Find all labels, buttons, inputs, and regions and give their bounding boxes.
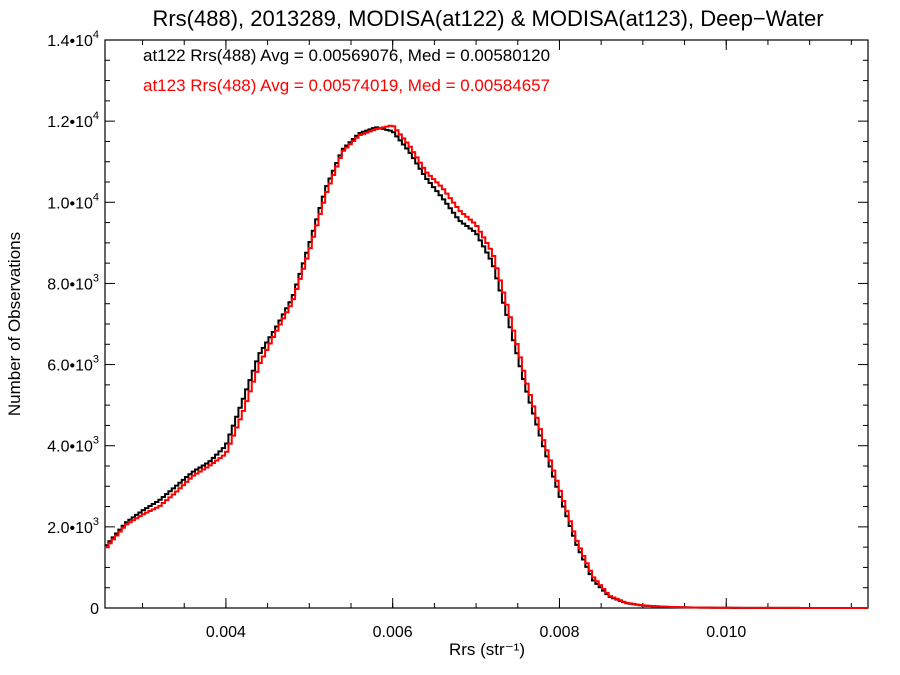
x-axis-label: Rrs (str⁻¹) [449, 640, 525, 659]
y-tick-exponent: 4 [93, 110, 99, 122]
y-tick-mantissa: 4.0•10 [47, 439, 93, 456]
plot-frame [104, 39, 869, 609]
y-tick-mantissa: 2.0•10 [47, 520, 93, 537]
y-tick-label: 1.2•104 [47, 110, 99, 131]
y-tick-label: 1.0•104 [47, 191, 99, 212]
y-tick-exponent: 4 [93, 191, 99, 203]
annotation-at123: at123 Rrs(488) Avg = 0.00574019, Med = 0… [143, 76, 550, 95]
y-tick-label: 8.0•103 [47, 272, 99, 293]
y-tick-mantissa: 8.0•10 [47, 276, 93, 293]
y-tick-label: 0 [90, 601, 99, 618]
annotation-at122: at122 Rrs(488) Avg = 0.00569076, Med = 0… [143, 46, 550, 65]
y-tick-label: 4.0•103 [47, 435, 99, 456]
y-tick-mantissa: 1.4•10 [47, 33, 93, 50]
x-tick-label: 0.004 [206, 624, 246, 641]
y-tick-exponent: 4 [93, 29, 99, 41]
x-axis-ticks: 0.004 0.006 0.008 0.010 [142, 40, 852, 641]
y-tick-mantissa: 6.0•10 [47, 358, 93, 375]
x-tick-label: 0.006 [373, 624, 413, 641]
y-tick-mantissa: 0 [90, 601, 99, 618]
y-tick-label: 2.0•103 [47, 516, 99, 537]
y-axis-ticks: 02.0•1034.0•1036.0•1038.0•1031.0•1041.2•… [47, 29, 868, 618]
y-tick-label: 6.0•103 [47, 354, 99, 375]
series-lines [105, 124, 868, 609]
y-axis-label: Number of Observations [5, 232, 24, 416]
y-tick-exponent: 3 [93, 435, 99, 447]
y-tick-mantissa: 1.0•10 [47, 195, 93, 212]
y-tick-exponent: 3 [93, 516, 99, 528]
chart-title: Rrs(488), 2013289, MODISA(at122) & MODIS… [152, 6, 823, 31]
series-line-at122 [105, 126, 868, 609]
x-tick-label: 0.008 [539, 624, 579, 641]
y-tick-mantissa: 1.2•10 [47, 114, 93, 131]
x-tick-label: 0.010 [706, 624, 746, 641]
y-tick-exponent: 3 [93, 354, 99, 366]
y-tick-label: 1.4•104 [47, 29, 99, 50]
series-line-at123 [105, 124, 868, 609]
y-tick-exponent: 3 [93, 272, 99, 284]
